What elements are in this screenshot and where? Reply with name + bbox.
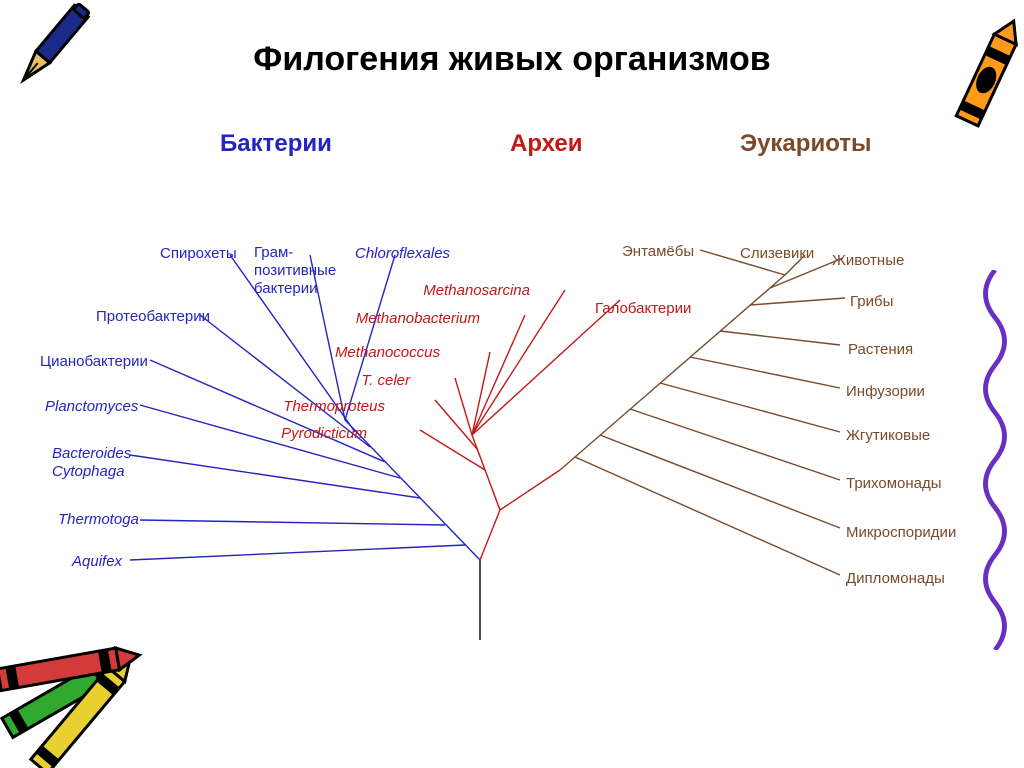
leaf-flagel: Жгутиковые [846, 427, 930, 444]
leaf-entam: Энтамёбы [622, 243, 694, 260]
leaf-cyano: Цианобактерии [40, 353, 148, 370]
leaf-fungi: Грибы [850, 293, 893, 310]
leaf-methbac: Methanobacterium [356, 310, 480, 327]
leaf-grampos: Грам- позитивные бактерии [254, 244, 336, 298]
leaf-spiro: Спирохеты [160, 245, 237, 262]
crayon-icon [940, 10, 1024, 160]
leaf-methsar: Methanosarcina [423, 282, 530, 299]
leaf-methcoc: Methanococcus [335, 344, 440, 361]
leaf-aquifex: Aquifex [72, 553, 122, 570]
leaf-pyro: Pyrodicticum [281, 425, 367, 442]
leaf-plancto: Planctomyces [45, 398, 138, 415]
leaf-thermotoga: Thermotoga [58, 511, 139, 528]
leaf-tricho: Трихомонады [846, 475, 942, 492]
leaf-halo: Галобактерии [595, 300, 691, 317]
leaf-chloro: Chloroflexales [355, 245, 450, 262]
leaf-cilia: Инфузории [846, 383, 925, 400]
leaf-diplo: Дипломонады [846, 570, 945, 587]
leaf-plant: Растения [848, 341, 913, 358]
leaf-anim: Животные [832, 252, 904, 269]
leaf-tceler: T. celer [361, 372, 410, 389]
squiggle-line-icon [970, 270, 1020, 650]
leaf-slime: Слизевики [740, 245, 814, 262]
leaf-proteo: Протеобактерии [96, 308, 210, 325]
leaf-bacteroides: Bacteroides Cytophaga [52, 445, 131, 481]
fountain-pen-icon [0, 0, 110, 110]
crayons-group-icon [0, 620, 165, 768]
leaf-micro: Микроспоридии [846, 524, 956, 541]
leaf-thermop: Thermoproteus [283, 398, 385, 415]
